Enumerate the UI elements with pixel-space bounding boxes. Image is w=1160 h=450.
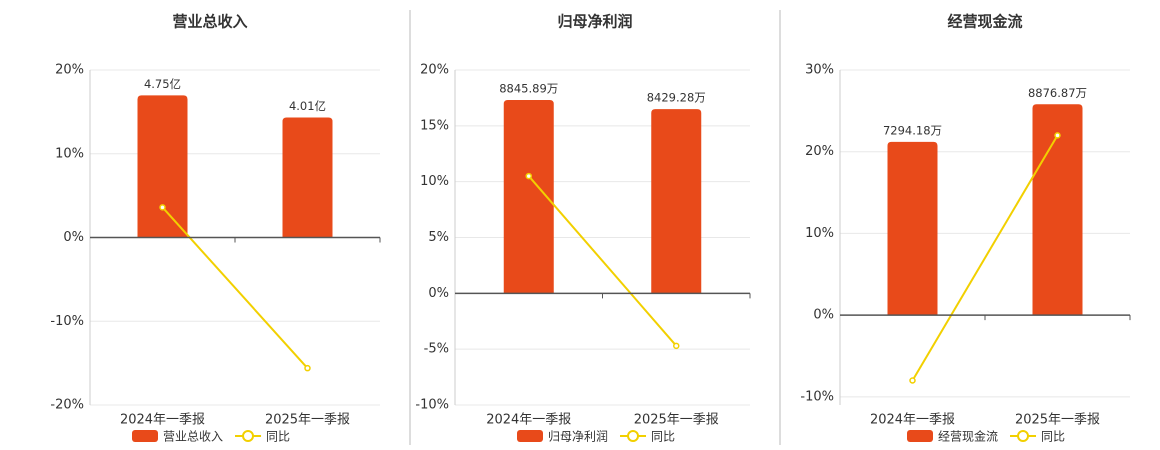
value-label: 7294.18万 [883, 123, 942, 137]
y-tick-label: 20% [55, 63, 84, 78]
x-tick-label: 2024年一季报 [870, 413, 955, 428]
bar [887, 141, 938, 316]
y-tick-label: -10% [50, 314, 84, 329]
x-tick-label: 2024年一季报 [120, 413, 205, 428]
line-point [909, 377, 916, 384]
y-tick-label: -20% [50, 398, 84, 413]
x-tick-label: 2025年一季报 [265, 413, 350, 428]
chart-title: 归母净利润 [557, 13, 632, 31]
legend-label: 营业总收入 [163, 430, 223, 444]
y-tick-label: 0% [813, 308, 834, 323]
legend-swatch [517, 430, 543, 442]
legend-swatch [907, 430, 933, 442]
chart-title: 经营现金流 [947, 13, 1022, 31]
y-tick-label: -5% [424, 342, 449, 357]
value-label: 4.75亿 [144, 77, 181, 91]
legend-swatch [132, 430, 158, 442]
legend-marker [627, 430, 640, 442]
bar [503, 100, 554, 294]
line-point [1054, 132, 1061, 139]
x-tick-label: 2024年一季报 [486, 413, 571, 428]
y-tick-label: 5% [428, 230, 449, 245]
y-tick-label: 10% [420, 174, 449, 189]
y-tick-label: 10% [805, 226, 834, 241]
y-tick-label: 30% [805, 63, 834, 78]
y-tick-label: 15% [420, 118, 449, 133]
y-tick-label: 20% [805, 144, 834, 159]
line-series [911, 134, 1059, 381]
bar [137, 95, 188, 238]
value-label: 4.01亿 [289, 99, 326, 113]
line-point [673, 342, 680, 350]
line-point [159, 204, 166, 211]
line-series [161, 206, 309, 369]
legend-label: 同比 [1041, 430, 1065, 444]
legend-label: 同比 [266, 430, 290, 444]
y-tick-label: -10% [800, 389, 834, 404]
x-tick-label: 2025年一季报 [634, 413, 719, 428]
legend-marker [242, 430, 255, 442]
y-tick-label: 20% [420, 63, 449, 78]
y-tick-label: -10% [415, 398, 449, 413]
bar [282, 117, 333, 238]
bar [651, 109, 702, 294]
legend-label: 经营现金流 [938, 429, 998, 444]
legend-label: 同比 [651, 430, 675, 444]
legend-marker [1017, 430, 1030, 442]
y-tick-label: 10% [55, 146, 84, 161]
chart-title: 营业总收入 [172, 13, 247, 31]
value-label: 8429.28万 [647, 91, 706, 105]
line-point [304, 364, 311, 372]
legend-label: 归母净利润 [548, 430, 608, 444]
value-label: 8876.87万 [1028, 86, 1087, 100]
line-series [527, 175, 678, 347]
x-tick-label: 2025年一季报 [1015, 413, 1100, 428]
y-tick-label: 0% [428, 286, 449, 301]
line-point [525, 172, 532, 180]
value-label: 8845.89万 [499, 82, 558, 96]
y-tick-label: 0% [63, 230, 84, 245]
